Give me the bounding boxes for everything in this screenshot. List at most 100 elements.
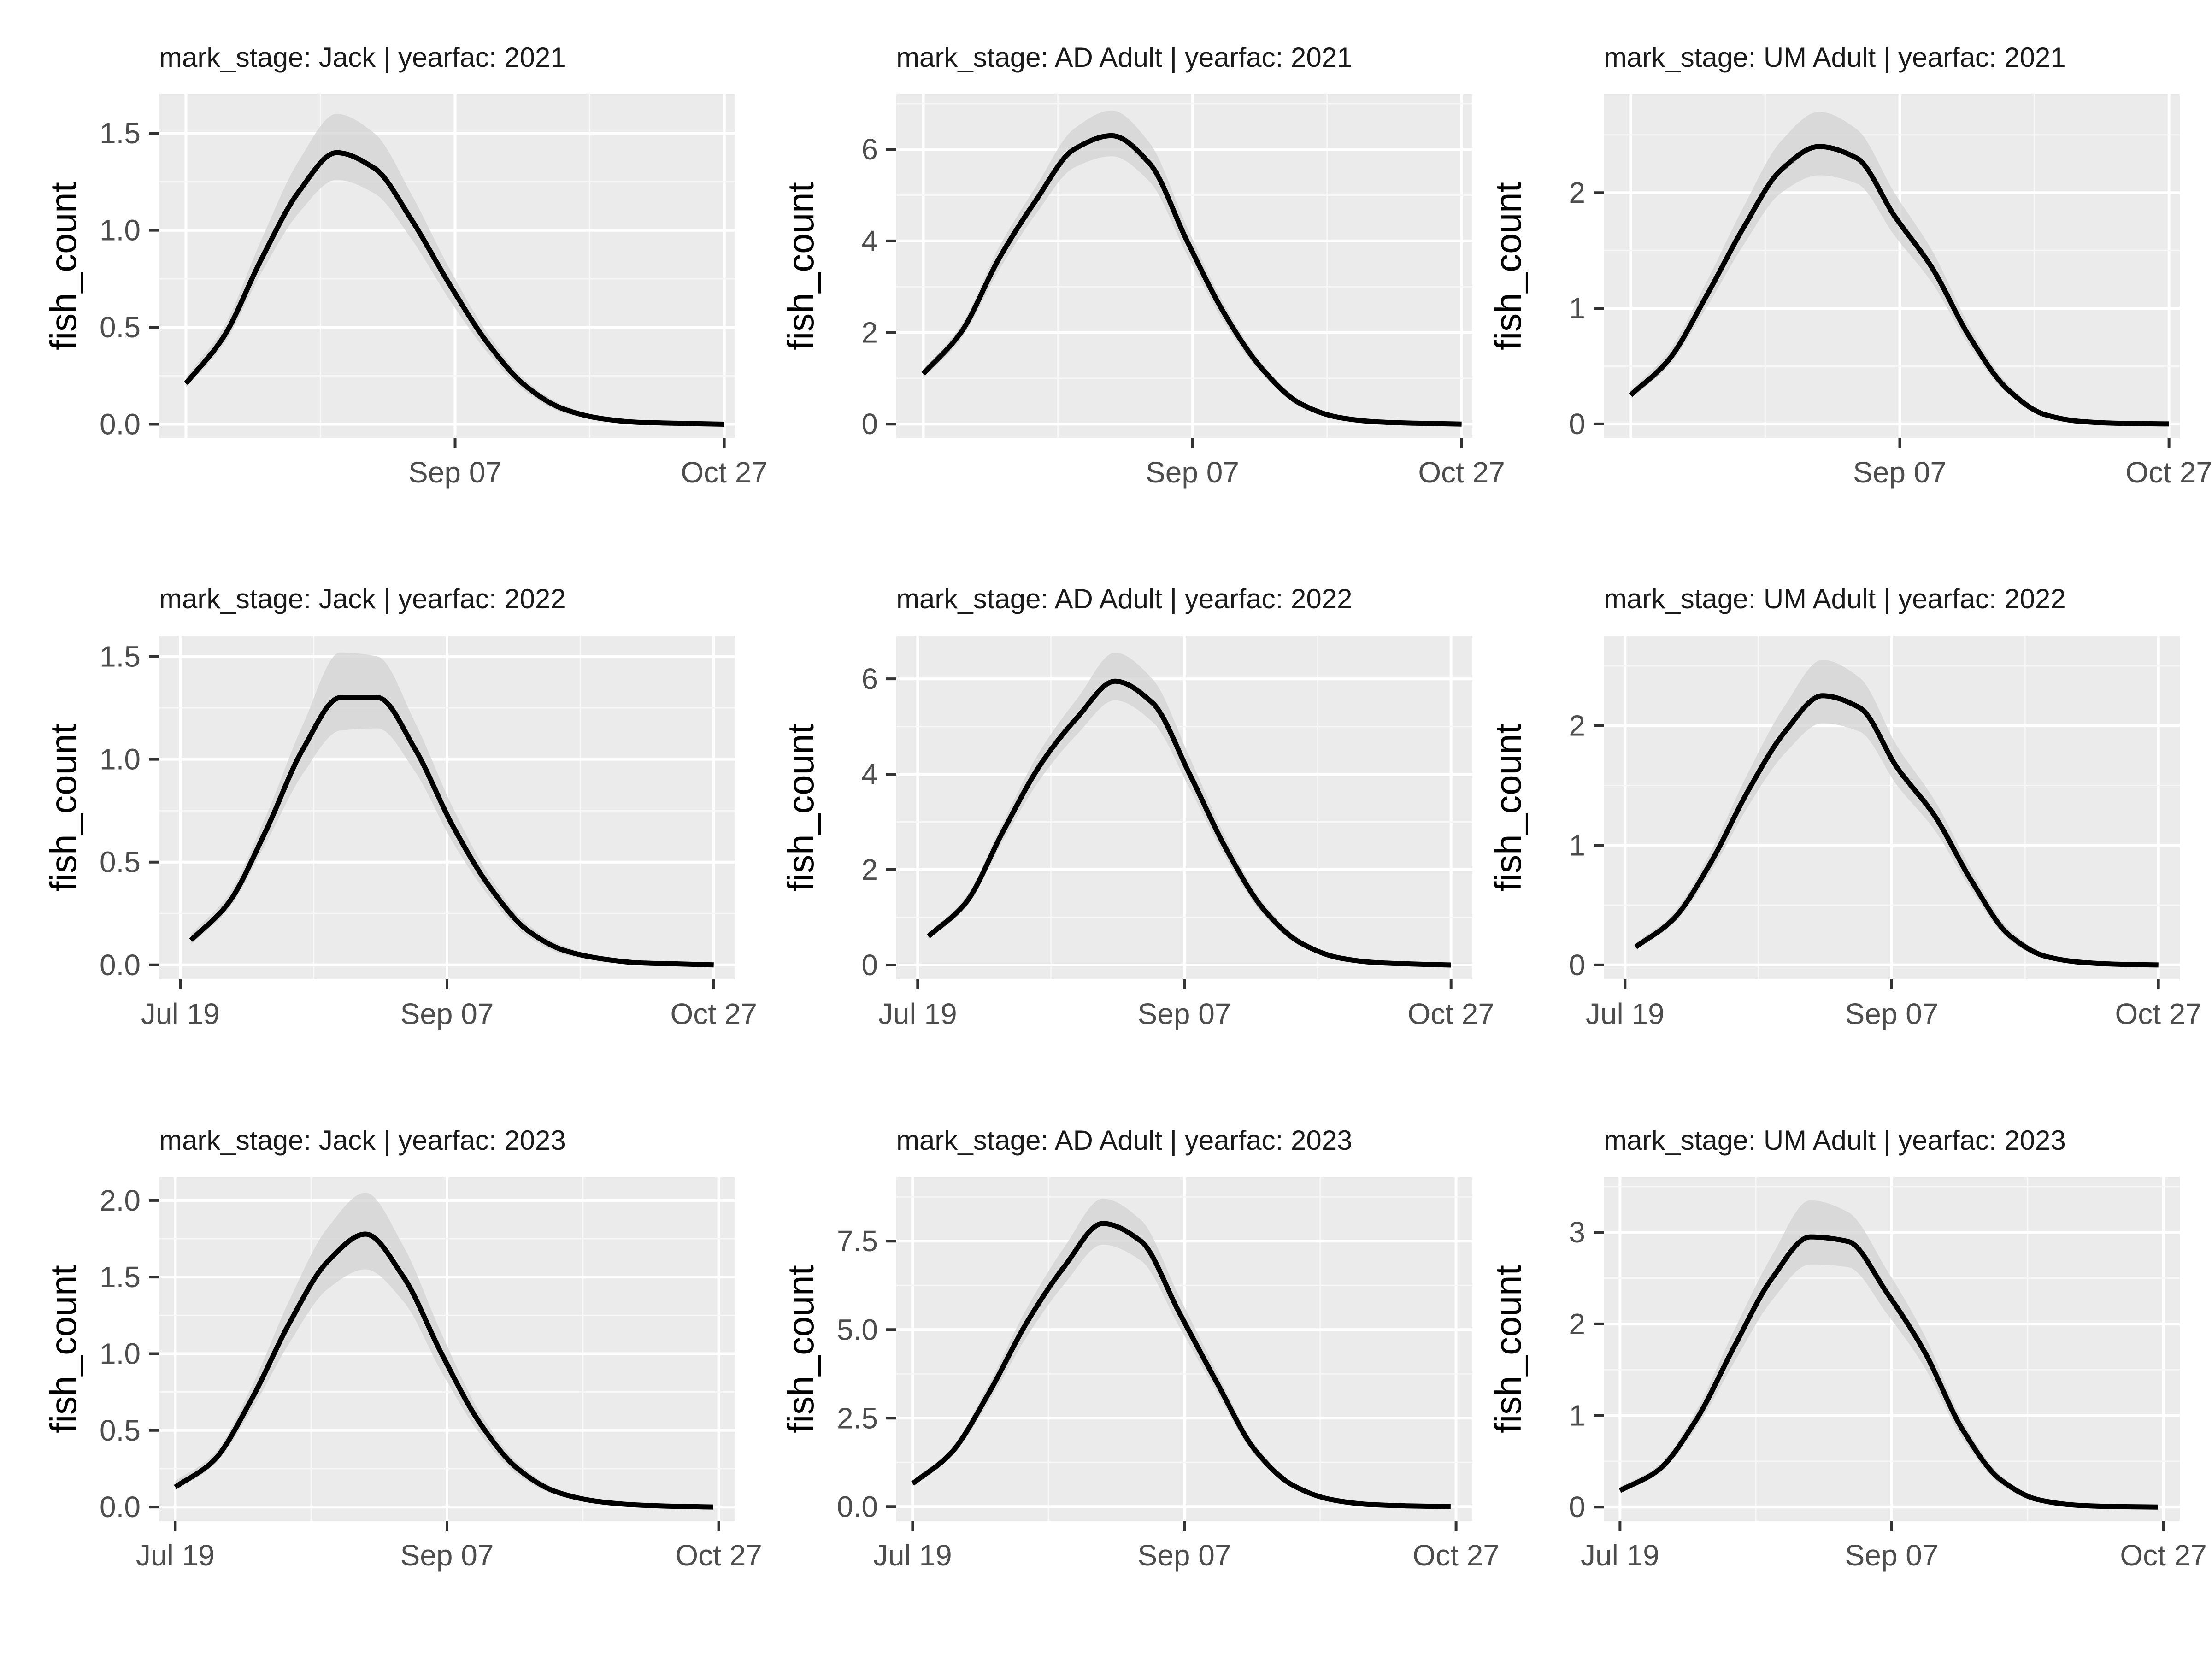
y-tick-label: 2 xyxy=(861,316,878,349)
x-tick-label: Sep 07 xyxy=(408,456,502,489)
x-tick-label: Sep 07 xyxy=(1146,456,1239,489)
series-line xyxy=(926,678,1451,968)
series-line xyxy=(174,1231,713,1510)
x-tick-label: Oct 27 xyxy=(681,456,768,489)
facet-strip-title: mark_stage: AD Adult | yearfac: 2021 xyxy=(896,42,1352,73)
y-axis-title: fish_count xyxy=(1488,1265,1529,1433)
x-tick-label: Oct 27 xyxy=(2115,997,2202,1030)
y-tick-label: 0.0 xyxy=(100,408,141,441)
y-tick-label: 0 xyxy=(1569,407,1585,441)
y-tick-label: 1.0 xyxy=(100,743,141,776)
x-tick-label: Sep 07 xyxy=(1845,997,1939,1030)
x-tick-label: Oct 27 xyxy=(2125,456,2212,489)
y-tick-label: 1.5 xyxy=(100,640,141,673)
facet-strip-title: mark_stage: Jack | yearfac: 2021 xyxy=(159,42,566,73)
y-tick-label: 0.5 xyxy=(100,1414,141,1447)
y-axis-title: fish_count xyxy=(780,724,821,892)
x-tick-label: Oct 27 xyxy=(2120,1539,2207,1572)
facet-strip-title: mark_stage: AD Adult | yearfac: 2023 xyxy=(896,1125,1352,1156)
panel-background xyxy=(896,94,1472,438)
confidence-ribbon xyxy=(1635,659,2159,965)
y-tick-label: 6 xyxy=(861,133,878,166)
y-tick-label: 2 xyxy=(1569,1307,1585,1341)
y-tick-label: 2.5 xyxy=(837,1401,878,1435)
facet-strip-title: mark_stage: UM Adult | yearfac: 2022 xyxy=(1604,583,2066,614)
x-tick-label: Jul 19 xyxy=(136,1539,215,1572)
y-tick-label: 2.0 xyxy=(100,1184,141,1217)
x-tick-label: Jul 19 xyxy=(1581,1539,1659,1572)
series-line xyxy=(1634,693,2159,968)
x-tick-label: Jul 19 xyxy=(873,1539,952,1572)
y-tick-label: 1 xyxy=(1569,829,1585,862)
x-tick-label: Sep 07 xyxy=(400,997,494,1030)
y-tick-label: 4 xyxy=(861,758,878,791)
y-tick-label: 5.0 xyxy=(837,1313,878,1346)
y-tick-label: 0 xyxy=(1569,1490,1585,1524)
x-tick-label: Oct 27 xyxy=(675,1539,762,1572)
facet-panel: mark_stage: Jack | yearfac: 2022 0.0 0.5 1.… xyxy=(43,583,757,1030)
y-tick-label: 6 xyxy=(861,662,878,695)
y-tick-label: 4 xyxy=(861,224,878,258)
y-tick-label: 0 xyxy=(861,407,878,441)
y-tick-label: 0 xyxy=(861,948,878,982)
y-tick-label: 7.5 xyxy=(837,1224,878,1258)
y-tick-label: 0 xyxy=(1569,948,1585,982)
facet-panel: mark_stage: Jack | yearfac: 2023 0.0 0.5 1.… xyxy=(43,1125,762,1572)
x-tick-label: Oct 27 xyxy=(670,997,757,1030)
series-line xyxy=(921,133,1462,427)
x-tick-label: Oct 27 xyxy=(1418,456,1505,489)
y-axis-title: fish_count xyxy=(43,182,84,350)
x-tick-label: Sep 07 xyxy=(400,1539,494,1572)
x-tick-label: Sep 07 xyxy=(1845,1539,1939,1572)
y-tick-label: 1 xyxy=(1569,1399,1585,1432)
facet-strip-title: mark_stage: UM Adult | yearfac: 2023 xyxy=(1604,1125,2066,1156)
y-tick-label: 0.0 xyxy=(837,1490,878,1523)
series-line xyxy=(1618,1234,2158,1510)
confidence-ribbon xyxy=(191,652,714,965)
facet-panel: mark_stage: AD Adult | yearfac: 2023 0.0 2… xyxy=(780,1125,1500,1572)
facet-strip-title: mark_stage: AD Adult | yearfac: 2022 xyxy=(896,583,1352,614)
x-tick-label: Sep 07 xyxy=(1138,1539,1231,1572)
y-tick-label: 3 xyxy=(1569,1216,1585,1249)
facet-panel: mark_stage: UM Adult | yearfac: 2022 0 1 2 J… xyxy=(1488,583,2202,1030)
confidence-ribbon xyxy=(175,1193,713,1507)
y-tick-label: 2 xyxy=(1569,709,1585,742)
x-tick-label: Jul 19 xyxy=(1586,997,1665,1030)
y-tick-label: 0.5 xyxy=(100,311,141,344)
y-axis-title: fish_count xyxy=(43,724,84,892)
y-tick-label: 0.0 xyxy=(100,1490,141,1524)
x-tick-label: Sep 07 xyxy=(1853,456,1947,489)
facet-panel: mark_stage: UM Adult | yearfac: 2023 0 1 2 3… xyxy=(1488,1125,2207,1572)
y-tick-label: 1.0 xyxy=(100,1337,141,1370)
confidence-ribbon xyxy=(912,1199,1451,1507)
y-tick-label: 1 xyxy=(1569,292,1585,325)
x-tick-label: Oct 27 xyxy=(1412,1539,1500,1572)
facet-strip-title: mark_stage: Jack | yearfac: 2022 xyxy=(159,583,566,614)
confidence-ribbon xyxy=(1620,1200,2158,1507)
y-tick-label: 2 xyxy=(1569,176,1585,209)
x-tick-label: Jul 19 xyxy=(878,997,957,1030)
y-axis-title: fish_count xyxy=(43,1265,84,1433)
facet-panel: mark_stage: UM Adult | yearfac: 2021 0 1 2 S… xyxy=(1488,42,2212,489)
x-tick-label: Sep 07 xyxy=(1138,997,1231,1030)
confidence-ribbon xyxy=(928,653,1451,965)
facet-strip-title: mark_stage: Jack | yearfac: 2023 xyxy=(159,1125,566,1156)
y-axis-title: fish_count xyxy=(780,182,821,350)
x-tick-label: Oct 27 xyxy=(1407,997,1494,1030)
y-tick-label: 2 xyxy=(861,853,878,886)
facet-panel: mark_stage: AD Adult | yearfac: 2021 0 2 4 6… xyxy=(780,42,1505,489)
y-tick-label: 1.0 xyxy=(100,214,141,247)
y-axis-title: fish_count xyxy=(780,1265,821,1433)
facet-panel: mark_stage: AD Adult | yearfac: 2022 0 2 4 6… xyxy=(780,583,1494,1030)
y-tick-label: 0.5 xyxy=(100,846,141,879)
facet-panel: mark_stage: Jack | yearfac: 2021 0.0 0.5 1.… xyxy=(43,42,768,489)
panel-background xyxy=(1604,94,2180,438)
y-axis-title: fish_count xyxy=(1488,724,1529,892)
series-line xyxy=(1629,144,2169,427)
series-line xyxy=(911,1221,1451,1509)
facet-strip-title: mark_stage: UM Adult | yearfac: 2021 xyxy=(1604,42,2066,73)
y-tick-label: 1.5 xyxy=(100,1260,141,1294)
y-tick-label: 1.5 xyxy=(100,117,141,150)
x-tick-label: Jul 19 xyxy=(141,997,220,1030)
